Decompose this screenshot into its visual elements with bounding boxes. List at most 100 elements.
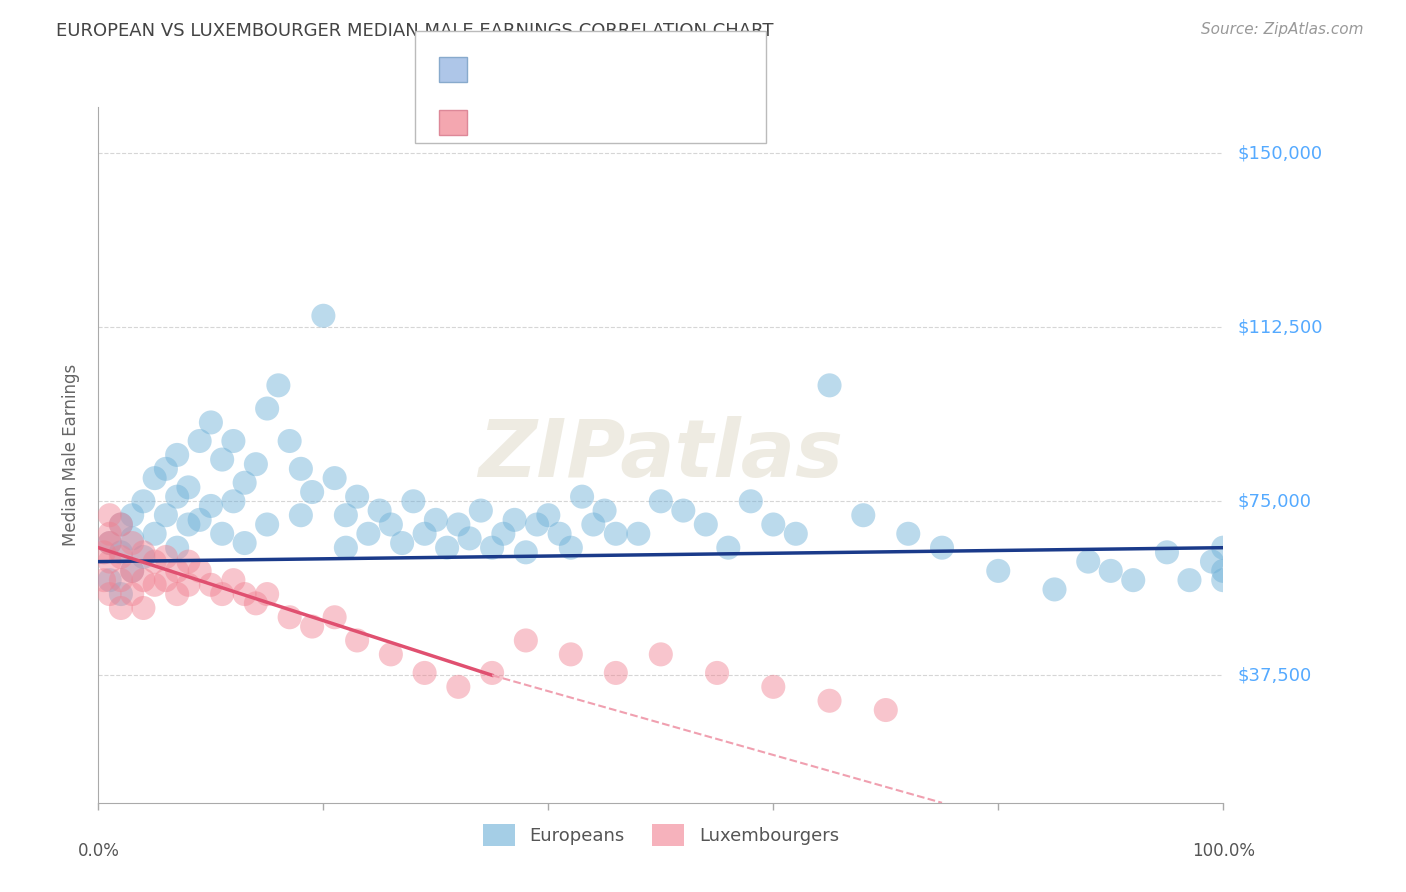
- Point: [166, 541, 188, 555]
- Text: 88: 88: [631, 61, 654, 78]
- Point: [256, 517, 278, 532]
- Point: [155, 462, 177, 476]
- Point: [1043, 582, 1066, 597]
- Point: [740, 494, 762, 508]
- Point: [188, 434, 211, 448]
- Point: [515, 545, 537, 559]
- Point: [211, 587, 233, 601]
- Point: [357, 526, 380, 541]
- Point: [335, 541, 357, 555]
- Point: [447, 517, 470, 532]
- Point: [1212, 564, 1234, 578]
- Point: [413, 665, 436, 680]
- Text: EUROPEAN VS LUXEMBOURGER MEDIAN MALE EARNINGS CORRELATION CHART: EUROPEAN VS LUXEMBOURGER MEDIAN MALE EAR…: [56, 22, 773, 40]
- Point: [233, 536, 256, 550]
- Point: [98, 536, 121, 550]
- Point: [110, 601, 132, 615]
- Point: [143, 471, 166, 485]
- Point: [110, 517, 132, 532]
- Point: [98, 526, 121, 541]
- Point: [110, 517, 132, 532]
- Point: [301, 485, 323, 500]
- Point: [256, 587, 278, 601]
- Point: [380, 648, 402, 662]
- Point: [177, 480, 200, 494]
- Point: [650, 648, 672, 662]
- Point: [110, 549, 132, 564]
- Point: [222, 434, 245, 448]
- Point: [256, 401, 278, 416]
- Text: Source: ZipAtlas.com: Source: ZipAtlas.com: [1201, 22, 1364, 37]
- Text: -0.522: -0.522: [519, 113, 578, 131]
- Point: [121, 587, 143, 601]
- Point: [143, 578, 166, 592]
- Point: [177, 555, 200, 569]
- Point: [98, 555, 121, 569]
- Point: [818, 378, 841, 392]
- Point: [222, 494, 245, 508]
- Point: [785, 526, 807, 541]
- Point: [1077, 555, 1099, 569]
- Point: [233, 587, 256, 601]
- Point: [717, 541, 740, 555]
- Text: 0.027: 0.027: [519, 61, 571, 78]
- Point: [1212, 573, 1234, 587]
- Point: [762, 517, 785, 532]
- Point: [121, 564, 143, 578]
- Point: [402, 494, 425, 508]
- Point: [447, 680, 470, 694]
- Point: [1099, 564, 1122, 578]
- Point: [222, 573, 245, 587]
- Point: [335, 508, 357, 523]
- Point: [436, 541, 458, 555]
- Point: [481, 541, 503, 555]
- Point: [1156, 545, 1178, 559]
- Point: [605, 665, 627, 680]
- Point: [1178, 573, 1201, 587]
- Point: [211, 526, 233, 541]
- Point: [290, 462, 312, 476]
- Point: [245, 596, 267, 610]
- Point: [143, 526, 166, 541]
- Point: [323, 471, 346, 485]
- Point: [481, 665, 503, 680]
- Point: [166, 587, 188, 601]
- Point: [537, 508, 560, 523]
- Point: [818, 694, 841, 708]
- Text: 48: 48: [631, 113, 654, 131]
- Point: [323, 610, 346, 624]
- Point: [1201, 555, 1223, 569]
- Point: [301, 619, 323, 633]
- Point: [987, 564, 1010, 578]
- Point: [380, 517, 402, 532]
- Point: [93, 545, 115, 559]
- Point: [166, 490, 188, 504]
- Point: [560, 648, 582, 662]
- Point: [515, 633, 537, 648]
- Point: [1122, 573, 1144, 587]
- Point: [155, 549, 177, 564]
- Point: [368, 503, 391, 517]
- Point: [470, 503, 492, 517]
- Point: [155, 573, 177, 587]
- Point: [98, 508, 121, 523]
- Point: [200, 416, 222, 430]
- Point: [503, 513, 526, 527]
- Point: [897, 526, 920, 541]
- Point: [200, 499, 222, 513]
- Text: N =: N =: [572, 61, 620, 78]
- Point: [492, 526, 515, 541]
- Point: [155, 508, 177, 523]
- Text: $75,000: $75,000: [1237, 492, 1312, 510]
- Text: $150,000: $150,000: [1237, 145, 1322, 162]
- Point: [245, 457, 267, 471]
- Point: [98, 587, 121, 601]
- Point: [526, 517, 548, 532]
- Point: [121, 532, 143, 546]
- Point: [132, 494, 155, 508]
- Point: [278, 434, 301, 448]
- Point: [650, 494, 672, 508]
- Point: [177, 578, 200, 592]
- Point: [278, 610, 301, 624]
- Point: [346, 490, 368, 504]
